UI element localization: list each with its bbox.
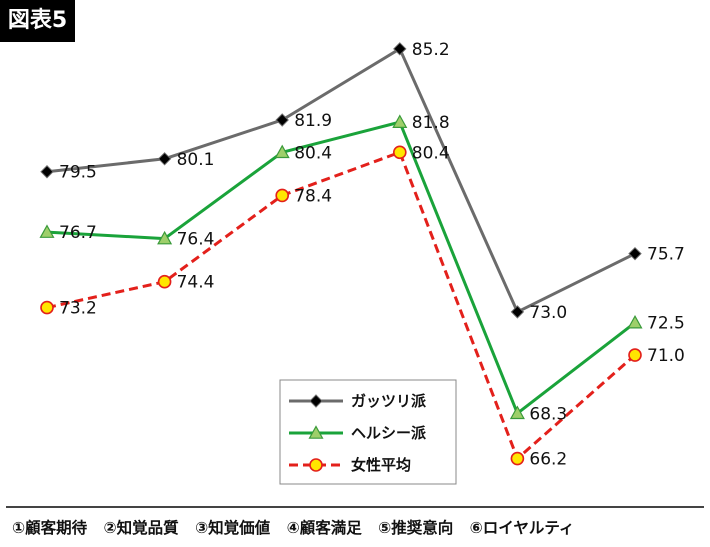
series-3: [40, 145, 642, 466]
category-label: ⑤推奨意向: [378, 519, 454, 537]
category-label: ⑥ロイヤルティ: [469, 519, 575, 537]
legend-label: 女性平均: [351, 456, 411, 474]
legend-marker: [309, 458, 323, 472]
data-point: [393, 42, 407, 56]
data-point: [39, 224, 55, 238]
data-point: [274, 144, 290, 159]
data-label: 73.2: [59, 299, 97, 319]
data-label: 80.4: [412, 143, 450, 163]
data-point: [509, 405, 525, 420]
data-label: 76.7: [59, 223, 97, 243]
legend-label: ヘルシー派: [351, 424, 427, 442]
data-point: [628, 246, 642, 261]
figure-badge: 図表5: [0, 0, 75, 42]
data-point: [510, 451, 525, 466]
legend-label: ガッツリ派: [351, 392, 427, 410]
category-axis-labels: ①顧客期待 ②知覚品質 ③知覚価値 ④顧客満足 ⑤推奨意向 ⑥ロイヤルティ: [12, 516, 702, 542]
line-chart: 79.5 80.1 81.9 85.2 73.0 75.7 76.7 76.4 80.4 81.8…: [39, 40, 685, 485]
data-label: 75.7: [647, 245, 685, 265]
data-label: 71.0: [647, 346, 685, 366]
data-point: [275, 188, 290, 203]
data-point: [510, 305, 525, 319]
data-label: 80.4: [294, 143, 332, 163]
legend-marker: [308, 425, 324, 439]
data-label: 81.8: [412, 113, 450, 133]
category-label: ②知覚品質: [103, 519, 179, 537]
series-line: [46, 150, 636, 461]
category-label: ③知覚価値: [195, 519, 271, 537]
data-label: 81.9: [294, 111, 332, 131]
data-label: 74.4: [177, 273, 215, 293]
data-point: [628, 348, 642, 362]
data-label-layer: 79.5 80.1 81.9 85.2 73.0 75.7 76.7 76.4 80.4 81.8…: [59, 40, 685, 470]
series-layer: [39, 42, 643, 466]
data-label: 66.2: [529, 450, 567, 470]
data-label: 80.1: [177, 150, 215, 170]
series-line: [46, 47, 636, 314]
category-label: ①顧客期待: [12, 519, 88, 537]
data-point: [392, 114, 408, 128]
legend-marker: [309, 394, 323, 408]
series-1: [40, 42, 642, 319]
category-label: ④顧客満足: [286, 519, 362, 537]
data-label: 72.5: [647, 314, 685, 334]
data-label: 73.0: [529, 303, 567, 323]
bottom-divider: [6, 506, 704, 508]
data-label: 68.3: [529, 404, 567, 424]
data-label: 76.4: [177, 230, 215, 250]
data-point: [40, 300, 54, 315]
series-2: [39, 114, 643, 420]
data-point: [275, 113, 289, 127]
data-point: [627, 314, 643, 329]
data-label: 85.2: [412, 40, 450, 60]
data-point: [157, 274, 172, 289]
data-point: [392, 145, 407, 160]
data-point: [157, 152, 172, 166]
data-point: [40, 165, 54, 179]
data-point: [157, 230, 173, 245]
data-label: 79.5: [59, 163, 97, 183]
data-label: 78.4: [294, 186, 332, 206]
series-line: [46, 120, 636, 415]
